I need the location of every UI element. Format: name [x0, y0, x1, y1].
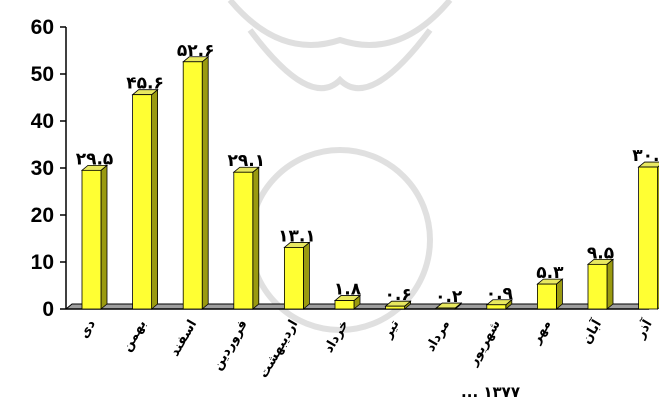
x-tick-label: آبان [578, 316, 606, 347]
data-label: ۰.۹ [486, 284, 514, 304]
bar-front [385, 305, 406, 310]
bar-side [606, 258, 614, 310]
bar-front [182, 61, 203, 310]
data-label: ۵۲.۶ [177, 41, 215, 61]
data-labels: ۲۹.۵ ۴۵.۶ ۵۲.۶ ۲۹.۱ ۱۳.۱ ۱.۸ ۰.۶ ۰.۲ ۰.۹ ۵.۳ ۹.۵ ۳۰… [76, 41, 659, 307]
x-tick-label: شهریور [465, 318, 503, 370]
bar-4 [283, 241, 311, 310]
bar-3 [232, 166, 260, 310]
bar-1 [131, 88, 159, 310]
bar-front [283, 247, 304, 310]
bar-front [638, 166, 658, 310]
y-tick-label: 30 [31, 157, 54, 180]
y-tick-label: 20 [31, 204, 54, 227]
bar-side [100, 164, 108, 310]
y-tick-label: 0 [42, 298, 54, 321]
bar-front [537, 283, 557, 310]
bar-front [334, 300, 355, 310]
bar-2 [182, 55, 210, 310]
x-tick-label: اردیبهشت [256, 318, 301, 381]
x-tick-label: مرداد [423, 318, 453, 355]
bar-side [201, 55, 209, 310]
bar-front [486, 304, 507, 310]
bar-10 [586, 258, 615, 310]
data-label: ۱.۸ [334, 280, 362, 300]
bar-side [302, 241, 310, 310]
bar-front [435, 307, 456, 310]
data-label: ۰.۲ [435, 287, 463, 307]
y-tick-label: 10 [31, 251, 54, 274]
bar-side [151, 88, 159, 310]
x-tick-label: دی [77, 317, 99, 341]
bar-9 [536, 278, 564, 310]
bar-front [81, 169, 102, 310]
chart-footer-text: ... ۱۳۷۷ [461, 383, 520, 399]
data-label: ۴۵.۶ [126, 74, 164, 94]
bar-5 [333, 294, 362, 310]
x-tick-label: بهمن [120, 318, 150, 355]
y-axis: 0 10 20 30 40 50 60 [31, 16, 67, 321]
bars [80, 55, 659, 310]
bar-11 [637, 161, 659, 310]
data-label: ۰.۶ [384, 285, 411, 305]
bar-7 [435, 302, 463, 310]
data-label: ۳۰.۲ [632, 146, 659, 166]
data-label: ۹.۵ [587, 243, 614, 263]
y-tick-label: 40 [31, 110, 54, 133]
x-tick-label: فروردین [210, 318, 251, 373]
data-label: ۲۹.۵ [76, 149, 114, 169]
x-tick-label: آذر [631, 316, 656, 342]
y-tick-label: 60 [31, 16, 54, 39]
bar-side [252, 166, 260, 310]
bar-0 [80, 164, 109, 310]
data-label: ۲۹.۱ [228, 151, 266, 171]
data-label: ۱۳.۱ [278, 226, 316, 246]
bar-front [132, 94, 153, 310]
bar-front [587, 263, 608, 310]
data-label: ۵.۳ [536, 263, 564, 283]
x-tick-label: مهر [529, 318, 555, 348]
y-tick-label: 50 [31, 63, 54, 86]
bar-6 [384, 300, 412, 310]
x-tick-label: اسفند [167, 318, 200, 360]
bar-8 [485, 298, 513, 310]
bar-front [233, 171, 254, 310]
x-tick-label: خرداد [321, 318, 352, 356]
